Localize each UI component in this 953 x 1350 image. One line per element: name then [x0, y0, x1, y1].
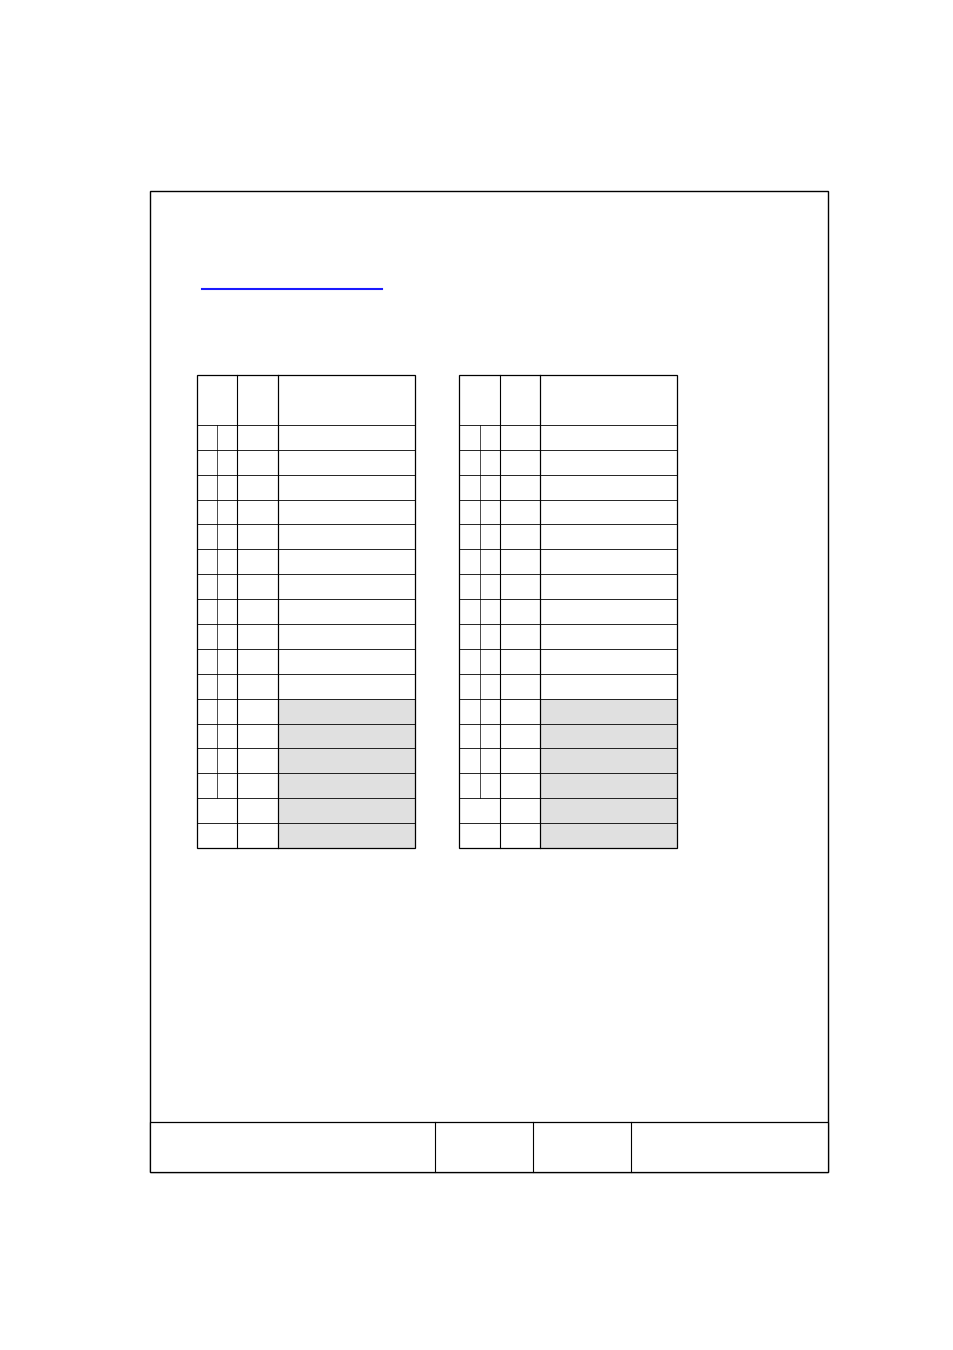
- Bar: [539, 699, 677, 748]
- Bar: [539, 748, 677, 798]
- Bar: [277, 748, 415, 798]
- Bar: [151, 1122, 826, 1172]
- Bar: [277, 798, 415, 848]
- Bar: [277, 699, 415, 748]
- Bar: [196, 375, 415, 848]
- Bar: [539, 798, 677, 848]
- Bar: [459, 375, 677, 848]
